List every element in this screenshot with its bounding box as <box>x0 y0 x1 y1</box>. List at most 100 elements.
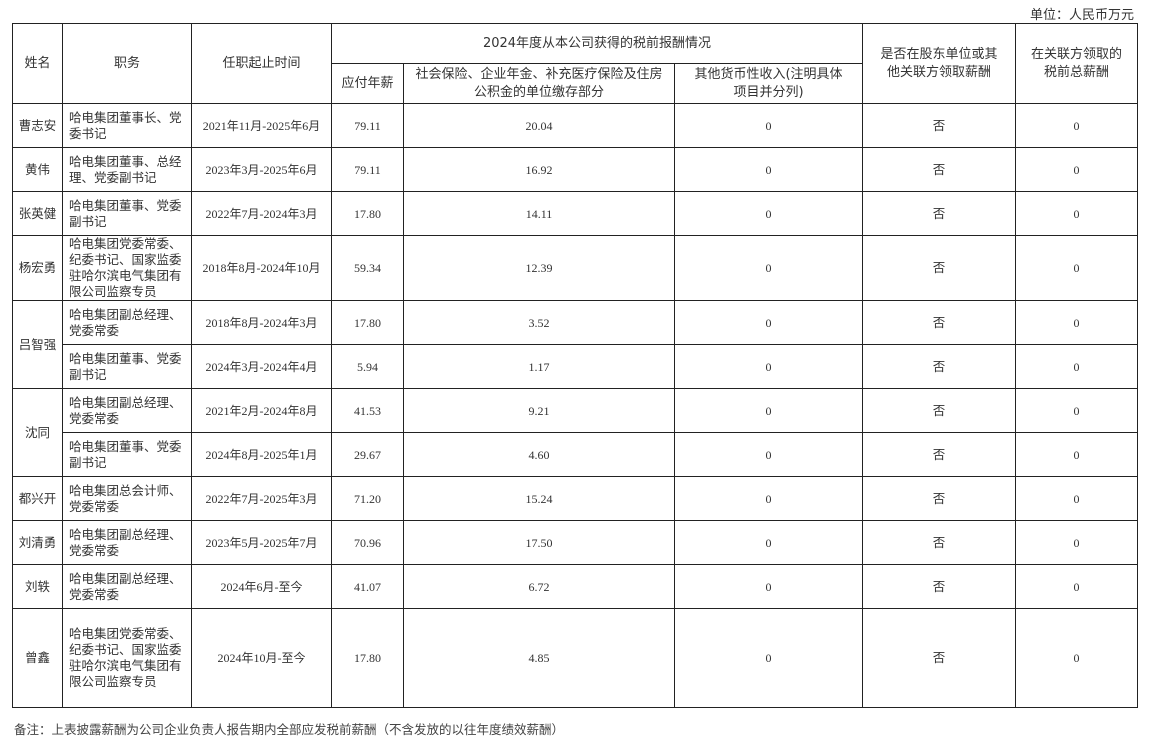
term-cell: 2018年8月-2024年10月 <box>191 235 332 301</box>
person-name: 杨宏勇 <box>12 235 63 301</box>
table-row: 哈电集团董事、党委副书记 2024年8月-2025年1月 29.67 4.60 0 否 0 <box>13 432 1139 477</box>
related-total-cell: 0 <box>1015 476 1139 521</box>
header-group: 2024年度从本公司获得的税前报酬情况 <box>330 23 864 64</box>
table-row: 刘清勇 哈电集团副总经理、党委常委 2023年5月-2025年7月 70.96 17.5… <box>12 520 1139 565</box>
related-total-cell: 0 <box>1015 520 1139 565</box>
insurance-cell: 12.39 <box>403 235 675 301</box>
salary-cell: 59.34 <box>331 235 404 301</box>
shareholder-pay-cell: 否 <box>862 344 1017 389</box>
shareholder-pay-cell: 否 <box>862 388 1017 433</box>
person-name: 张英健 <box>12 191 63 236</box>
related-total-cell: 0 <box>1015 344 1139 389</box>
header-shareholder: 是否在股东单位或其他关联方领取薪酬 <box>862 23 1017 104</box>
footnote: 备注：上表披露薪酬为公司企业负责人报告期内全部应发税前薪酬（不含发放的以往年度绩… <box>14 722 565 737</box>
related-total-cell: 0 <box>1015 191 1139 236</box>
insurance-cell: 17.50 <box>403 520 675 565</box>
person-name: 刘轶 <box>12 564 63 609</box>
term-cell: 2024年10月-至今 <box>191 608 332 708</box>
compensation-table: 姓名 职务 任职起止时间 2024年度从本公司获得的税前报酬情况 是否在股东单位… <box>12 23 1139 708</box>
other-income-cell: 0 <box>673 520 864 565</box>
table-row: 曾鑫 哈电集团党委常委、纪委书记、国家监委驻哈尔滨电气集团有限公司监察专员 2024… <box>12 608 1139 708</box>
salary-cell: 29.67 <box>331 432 404 477</box>
table-row: 张英健 哈电集团董事、党委副书记 2022年7月-2024年3月 17.80 14.11… <box>12 191 1139 236</box>
header-other: 其他货币性收入(注明具体项目并分列) <box>673 63 864 104</box>
shareholder-pay-cell: 否 <box>862 147 1017 192</box>
term-cell: 2022年7月-2025年3月 <box>191 476 332 521</box>
related-total-cell: 0 <box>1015 388 1139 433</box>
term-cell: 2024年6月-至今 <box>191 564 332 609</box>
position-cell: 哈电集团副总经理、党委常委 <box>62 300 192 345</box>
header-insurance: 社会保险、企业年金、补充医疗保险及住房公积金的单位缴存部分 <box>403 63 675 104</box>
related-total-cell: 0 <box>1015 432 1139 477</box>
other-income-cell: 0 <box>673 476 864 521</box>
related-total-cell: 0 <box>1015 147 1139 192</box>
other-income-cell: 0 <box>673 147 864 192</box>
table-row: 都兴开 哈电集团总会计师、党委常委 2022年7月-2025年3月 71.20 15.2… <box>12 476 1139 521</box>
insurance-cell: 16.92 <box>403 147 675 192</box>
person-name: 沈同 <box>12 388 63 477</box>
related-total-cell: 0 <box>1015 103 1139 148</box>
insurance-cell: 6.72 <box>403 564 675 609</box>
salary-cell: 17.80 <box>331 608 404 708</box>
header-name: 姓名 <box>12 23 63 104</box>
position-cell: 哈电集团董事、党委副书记 <box>62 432 192 477</box>
shareholder-pay-cell: 否 <box>862 608 1017 708</box>
related-total-cell: 0 <box>1015 564 1139 609</box>
table-row: 杨宏勇 哈电集团党委常委、纪委书记、国家监委驻哈尔滨电气集团有限公司监察专员 201… <box>12 235 1139 301</box>
position-cell: 哈电集团董事、党委副书记 <box>62 191 192 236</box>
position-cell: 哈电集团党委常委、纪委书记、国家监委驻哈尔滨电气集团有限公司监察专员 <box>62 235 192 301</box>
shareholder-pay-cell: 否 <box>862 300 1017 345</box>
person-name: 曾鑫 <box>12 608 63 708</box>
header-position: 职务 <box>62 23 192 104</box>
insurance-cell: 14.11 <box>403 191 675 236</box>
table-row: 刘轶 哈电集团副总经理、党委常委 2024年6月-至今 41.07 6.72 0 否 0 <box>12 564 1139 609</box>
insurance-cell: 4.85 <box>403 608 675 708</box>
position-cell: 哈电集团董事、党委副书记 <box>62 344 192 389</box>
position-cell: 哈电集团副总经理、党委常委 <box>62 388 192 433</box>
other-income-cell: 0 <box>673 608 864 708</box>
insurance-cell: 9.21 <box>403 388 675 433</box>
other-income-cell: 0 <box>673 564 864 609</box>
position-cell: 哈电集团董事长、党委书记 <box>62 103 192 148</box>
salary-cell: 5.94 <box>331 344 404 389</box>
salary-cell: 70.96 <box>331 520 404 565</box>
insurance-cell: 15.24 <box>403 476 675 521</box>
table-row: 吕智强 哈电集团副总经理、党委常委 2018年8月-2024年3月 17.80 3.52… <box>12 300 1139 389</box>
insurance-cell: 3.52 <box>403 300 675 345</box>
other-income-cell: 0 <box>673 432 864 477</box>
person-name: 黄伟 <box>12 147 63 192</box>
insurance-cell: 20.04 <box>403 103 675 148</box>
related-total-cell: 0 <box>1015 235 1139 301</box>
other-income-cell: 0 <box>673 388 864 433</box>
salary-cell: 41.53 <box>331 388 404 433</box>
other-income-cell: 0 <box>673 103 864 148</box>
other-income-cell: 0 <box>673 191 864 236</box>
term-cell: 2023年5月-2025年7月 <box>191 520 332 565</box>
position-cell: 哈电集团副总经理、党委常委 <box>62 520 192 565</box>
term-cell: 2018年8月-2024年3月 <box>191 300 332 345</box>
other-income-cell: 0 <box>673 344 864 389</box>
shareholder-pay-cell: 否 <box>862 520 1017 565</box>
salary-cell: 17.80 <box>331 300 404 345</box>
shareholder-pay-cell: 否 <box>862 235 1017 301</box>
shareholder-pay-cell: 否 <box>862 191 1017 236</box>
person-name: 吕智强 <box>12 300 63 389</box>
header-salary: 应付年薪 <box>331 63 404 104</box>
salary-cell: 17.80 <box>331 191 404 236</box>
term-cell: 2021年2月-2024年8月 <box>191 388 332 433</box>
shareholder-pay-cell: 否 <box>862 432 1017 477</box>
person-name: 曹志安 <box>12 103 63 148</box>
table-row: 沈同 哈电集团副总经理、党委常委 2021年2月-2024年8月 41.53 9.21 0… <box>12 388 1139 477</box>
insurance-cell: 1.17 <box>403 344 675 389</box>
position-cell: 哈电集团董事、总经理、党委副书记 <box>62 147 192 192</box>
person-name: 都兴开 <box>12 476 63 521</box>
related-total-cell: 0 <box>1015 300 1139 345</box>
related-total-cell: 0 <box>1015 608 1139 708</box>
shareholder-pay-cell: 否 <box>862 564 1017 609</box>
term-cell: 2024年3月-2024年4月 <box>191 344 332 389</box>
person-name: 刘清勇 <box>12 520 63 565</box>
position-cell: 哈电集团党委常委、纪委书记、国家监委驻哈尔滨电气集团有限公司监察专员 <box>62 608 192 708</box>
table-row: 曹志安 哈电集团董事长、党委书记 2021年11月-2025年6月 79.11 20.0… <box>12 103 1139 148</box>
table-row: 哈电集团董事、党委副书记 2024年3月-2024年4月 5.94 1.17 0 否 0 <box>13 344 1139 389</box>
unit-label: 单位：人民币万元 <box>1029 8 1134 23</box>
